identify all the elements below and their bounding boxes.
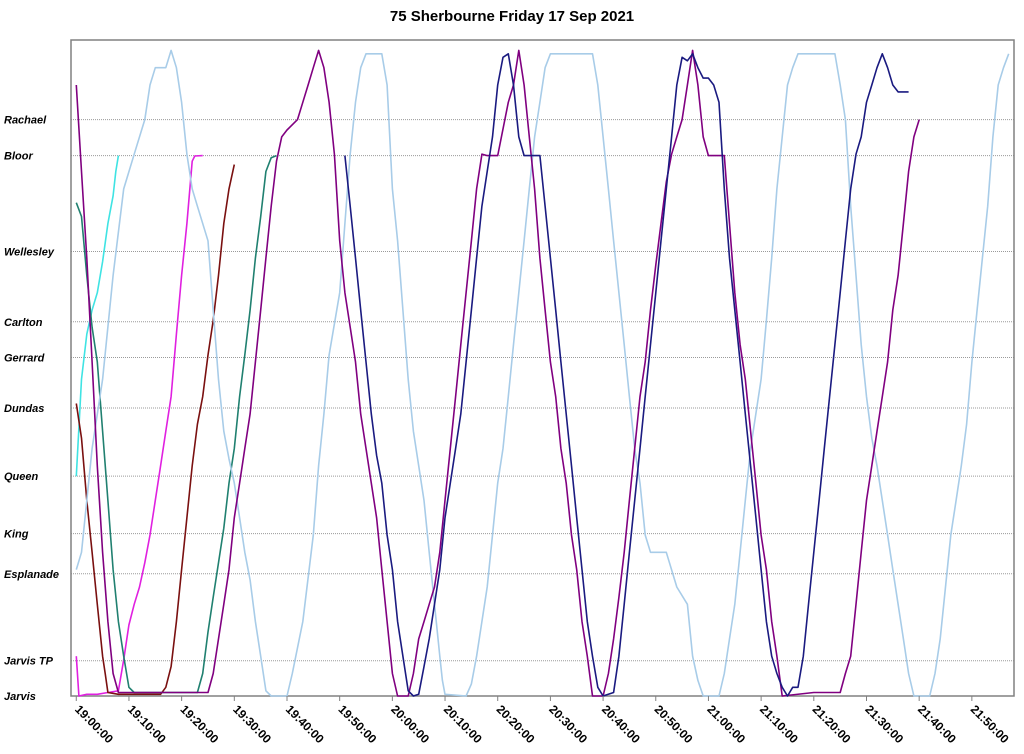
x-tick-label: 20:40:00 <box>599 702 643 746</box>
x-tick-label: 21:00:00 <box>704 702 748 746</box>
y-tick-label: Bloor <box>4 151 33 163</box>
gridlines <box>71 119 1014 697</box>
x-tick-label: 19:30:00 <box>230 702 274 746</box>
x-tick-label: 20:10:00 <box>441 702 485 746</box>
series-layer <box>75 49 1010 697</box>
series-line-4 <box>75 154 277 694</box>
series-line-7 <box>344 52 909 697</box>
series-line-5 <box>75 49 1010 697</box>
series-line-2 <box>75 154 203 697</box>
y-tick-label: Queen <box>4 471 39 483</box>
x-tick-label: 19:10:00 <box>125 702 169 746</box>
y-tick-label: Carlton <box>4 317 43 329</box>
y-tick-label: Jarvis <box>4 691 36 703</box>
y-tick-label: Wellesley <box>4 247 55 259</box>
x-tick-label: 20:20:00 <box>494 702 538 746</box>
series-line-6 <box>75 49 920 697</box>
x-tick-label: 21:10:00 <box>757 702 801 746</box>
x-tick-label: 20:00:00 <box>388 702 432 746</box>
x-tick-label: 20:50:00 <box>652 702 696 746</box>
y-tick-label: Dundas <box>4 403 44 415</box>
x-tick-label: 19:40:00 <box>283 702 327 746</box>
series-line-1 <box>75 155 120 477</box>
x-axis-labels: 19:00:00 19:10:00 19:20:00 19:30:00 19:40:00… <box>72 696 1012 746</box>
x-tick-label: 19:00:00 <box>72 702 116 746</box>
y-tick-label: King <box>4 529 29 541</box>
y-tick-label: Rachael <box>4 115 47 127</box>
y-tick-label: Gerrard <box>4 352 45 364</box>
x-tick-label: 19:20:00 <box>178 702 222 746</box>
x-tick-label: 19:50:00 <box>336 702 380 746</box>
x-tick-label: 21:30:00 <box>862 702 906 746</box>
chart-title: 75 Sherbourne Friday 17 Sep 2021 <box>389 8 635 25</box>
x-tick-label: 21:50:00 <box>968 702 1012 746</box>
x-tick-label: 21:20:00 <box>810 702 854 746</box>
y-axis-labels: Rachael Bloor Wellesley Carlton Gerrard Dunda… <box>4 115 59 703</box>
x-tick-label: 20:30:00 <box>546 702 590 746</box>
y-tick-label: Esplanade <box>4 569 59 581</box>
y-tick-label: Jarvis TP <box>4 656 54 668</box>
plot-frame <box>70 39 1015 697</box>
x-tick-label: 21:40:00 <box>915 702 959 746</box>
